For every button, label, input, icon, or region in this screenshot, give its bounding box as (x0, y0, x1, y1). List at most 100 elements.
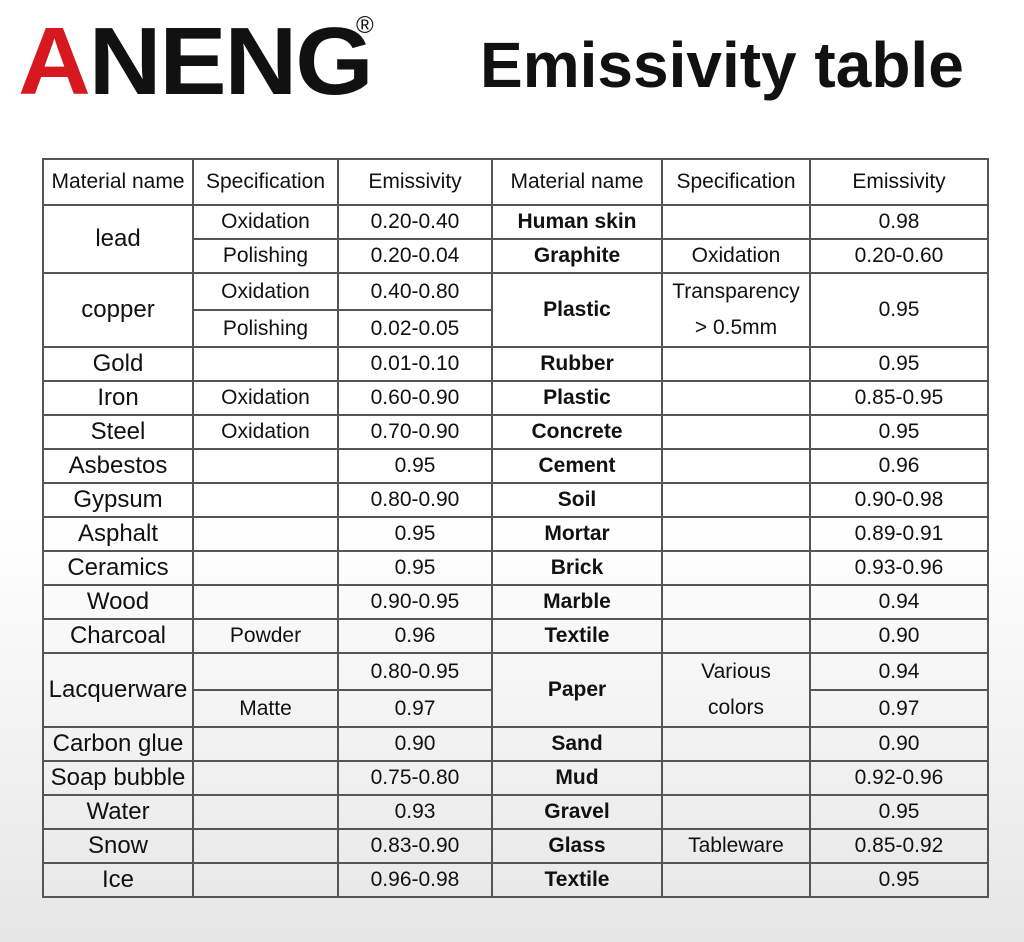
column-header: Emissivity (337, 158, 493, 206)
material-cell: Mud (491, 760, 663, 796)
emissivity-cell: 0.90 (337, 726, 493, 762)
emissivity-cell: 0.80-0.90 (337, 482, 493, 518)
emissivity-cell: 0.01-0.10 (337, 346, 493, 382)
emissivity-cell: 0.85-0.95 (809, 380, 989, 416)
specification-cell (661, 414, 811, 450)
emissivity-cell: 0.83-0.90 (337, 828, 493, 864)
material-cell: Carbon glue (42, 726, 194, 762)
header-row: Material name Specification Emissivity Mate… (42, 158, 989, 206)
emissivity-cell: 0.95 (337, 516, 493, 552)
emissivity-cell: 0.95 (809, 414, 989, 450)
material-cell: Human skin (491, 204, 663, 240)
specification-cell (661, 482, 811, 518)
material-cell: copper (42, 272, 194, 348)
material-cell: Rubber (491, 346, 663, 382)
material-cell: Asbestos (42, 448, 194, 484)
specification-cell: Oxidation (192, 380, 339, 416)
emissivity-cell: 0.97 (337, 689, 493, 728)
column-header: Specification (192, 158, 339, 206)
material-cell: Marble (491, 584, 663, 620)
table-row: Polishing 0.02-0.05 (43, 309, 988, 348)
specification-cell (192, 516, 339, 552)
material-cell: Glass (491, 828, 663, 864)
material-cell: Gravel (491, 794, 663, 830)
specification-cell (192, 448, 339, 484)
material-cell: lead (42, 204, 194, 274)
emissivity-cell: 0.75-0.80 (337, 760, 493, 796)
material-cell: Lacquerware (42, 652, 194, 728)
material-cell: Ceramics (42, 550, 194, 586)
material-cell: Plastic (491, 272, 663, 348)
specification-cell (661, 760, 811, 796)
table-row: Carbon glue 0.90 Sand 0.90 (42, 726, 989, 762)
table-row: lead Oxidation 0.20-0.40 Human skin 0.98 (42, 204, 989, 274)
specification-cell (192, 550, 339, 586)
specification-cell (192, 760, 339, 796)
material-cell: Textile (491, 862, 663, 898)
cell-line: colors (707, 696, 765, 719)
emissivity-cell: 0.95 (809, 794, 989, 830)
material-cell: Gypsum (42, 482, 194, 518)
specification-cell: Oxidation (192, 272, 339, 311)
specification-cell (192, 862, 339, 898)
cell-line: Various (701, 660, 771, 683)
registered-mark: ® (356, 12, 374, 39)
material-cell: Steel (42, 414, 194, 450)
emissivity-cell: 0.80-0.95 (337, 652, 493, 691)
emissivity-cell: 0.97 (809, 689, 989, 728)
emissivity-cell: 0.90-0.98 (809, 482, 989, 518)
emissivity-cell: 0.95 (337, 550, 493, 586)
column-header: Material name (491, 158, 663, 206)
emissivity-cell: 0.93-0.96 (809, 550, 989, 586)
emissivity-cell: 0.96 (809, 448, 989, 484)
table-row: copper Oxidation 0.40-0.80 Plastic Transpare… (42, 272, 989, 348)
table-body: lead Oxidation 0.20-0.40 Human skin 0.98 Poli… (42, 204, 989, 898)
specification-cell (192, 346, 339, 382)
column-header: Material name (42, 158, 194, 206)
material-cell: Wood (42, 584, 194, 620)
specification-cell: Matte (192, 689, 339, 728)
emissivity-cell: 0.20-0.40 (337, 204, 493, 240)
emissivity-cell: 0.94 (809, 652, 989, 691)
emissivity-cell: 0.20-0.60 (809, 238, 989, 274)
specification-cell: Polishing (192, 309, 339, 348)
material-cell: Sand (491, 726, 663, 762)
table-row: Water 0.93 Gravel 0.95 (42, 794, 989, 830)
specification-cell (661, 448, 811, 484)
emissivity-cell: 0.98 (809, 204, 989, 240)
specification-cell (661, 380, 811, 416)
specification-cell (192, 794, 339, 830)
table-row: Gold 0.01-0.10 Rubber 0.95 (42, 346, 989, 382)
material-cell: Soap bubble (42, 760, 194, 796)
material-cell: Brick (491, 550, 663, 586)
emissivity-cell: 0.92-0.96 (809, 760, 989, 796)
emissivity-cell: 0.02-0.05 (337, 309, 493, 348)
column-header: Specification (661, 158, 811, 206)
cell-line: > 0.5mm (694, 316, 778, 339)
specification-cell (192, 726, 339, 762)
material-cell: Graphite (491, 238, 663, 274)
specification-cell (661, 862, 811, 898)
specification-cell (192, 482, 339, 518)
specification-cell (661, 584, 811, 620)
table-row: Lacquerware 0.80-0.95 Paper Various colors 0.… (42, 652, 989, 728)
emissivity-cell: 0.70-0.90 (337, 414, 493, 450)
emissivity-cell: 0.90 (809, 618, 989, 654)
material-cell: Mortar (491, 516, 663, 552)
emissivity-cell: 0.89-0.91 (809, 516, 989, 552)
material-cell: Iron (42, 380, 194, 416)
table-row: Matte 0.97 0.97 (43, 689, 989, 728)
emissivity-cell: 0.90-0.95 (337, 584, 493, 620)
material-cell: Concrete (491, 414, 663, 450)
table-row: Charcoal Powder 0.96 Textile 0.90 (42, 618, 989, 654)
specification-cell (192, 584, 339, 620)
table-row: Steel Oxidation 0.70-0.90 Concrete 0.95 (42, 414, 989, 450)
emissivity-cell: 0.40-0.80 (337, 272, 493, 311)
emissivity-cell: 0.96-0.98 (337, 862, 493, 898)
specification-cell (661, 516, 811, 552)
emissivity-cell: 0.96 (337, 618, 493, 654)
specification-cell: Polishing (192, 238, 339, 274)
material-cell: Plastic (491, 380, 663, 416)
material-cell: Textile (491, 618, 663, 654)
